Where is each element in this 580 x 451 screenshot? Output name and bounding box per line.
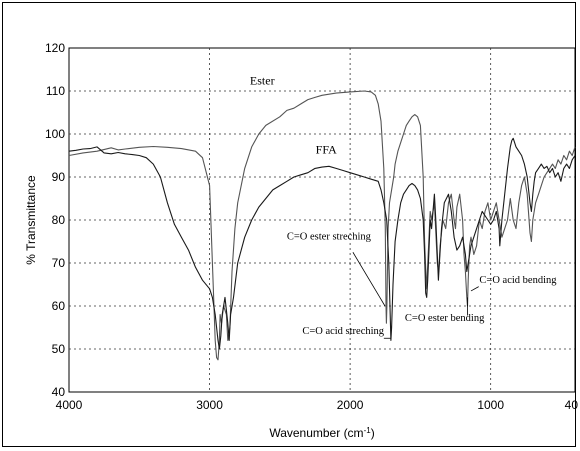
x-axis-label-main: Wavenumber (cm [269,426,363,440]
x-axis-label-end: ) [371,426,375,440]
y-tick-label: 80 [52,213,66,227]
annotations: Ester FFA C=O ester streching C=O acid stre… [250,74,557,339]
annotation-label: C=O ester streching [287,231,372,242]
series-name-label: Ester [250,74,275,88]
annotation-leader-line [470,286,479,292]
y-tick-label: 90 [52,170,66,184]
x-tick-label: 40 [565,398,579,412]
y-axis-label: % Transmittance [24,175,38,265]
y-tick-label: 100 [45,127,65,141]
series-line-ffa [68,137,576,350]
y-tick-label: 120 [45,41,65,55]
y-tick-label: 60 [52,299,66,313]
x-tick-labels: 4000 3000 2000 1000 40 [56,398,579,412]
y-tick-label: 50 [52,342,66,356]
x-tick-label: 3000 [196,398,223,412]
x-axis-label: Wavenumber (cm-1) [269,426,374,441]
series-name-label: FFA [316,142,337,156]
x-axis-label-sup: -1 [364,426,372,435]
annotation-label: C=O acid streching [302,326,384,337]
series-group [68,90,576,361]
annotation-label: C=O ester bending [405,313,485,324]
annotation-leader-line [352,252,386,307]
x-tick-label: 2000 [337,398,364,412]
y-tick-label: 110 [46,84,65,98]
x-tick-label: 1000 [477,398,504,412]
y-tick-label: 40 [52,385,66,399]
y-tick-labels: 40 50 60 70 80 90 100 110 120 [45,41,65,399]
series-line-ester [68,90,576,361]
annotation-label: C=O acid bending [479,275,557,286]
x-tick-label: 4000 [56,398,83,412]
y-tick-label: 70 [52,256,66,270]
